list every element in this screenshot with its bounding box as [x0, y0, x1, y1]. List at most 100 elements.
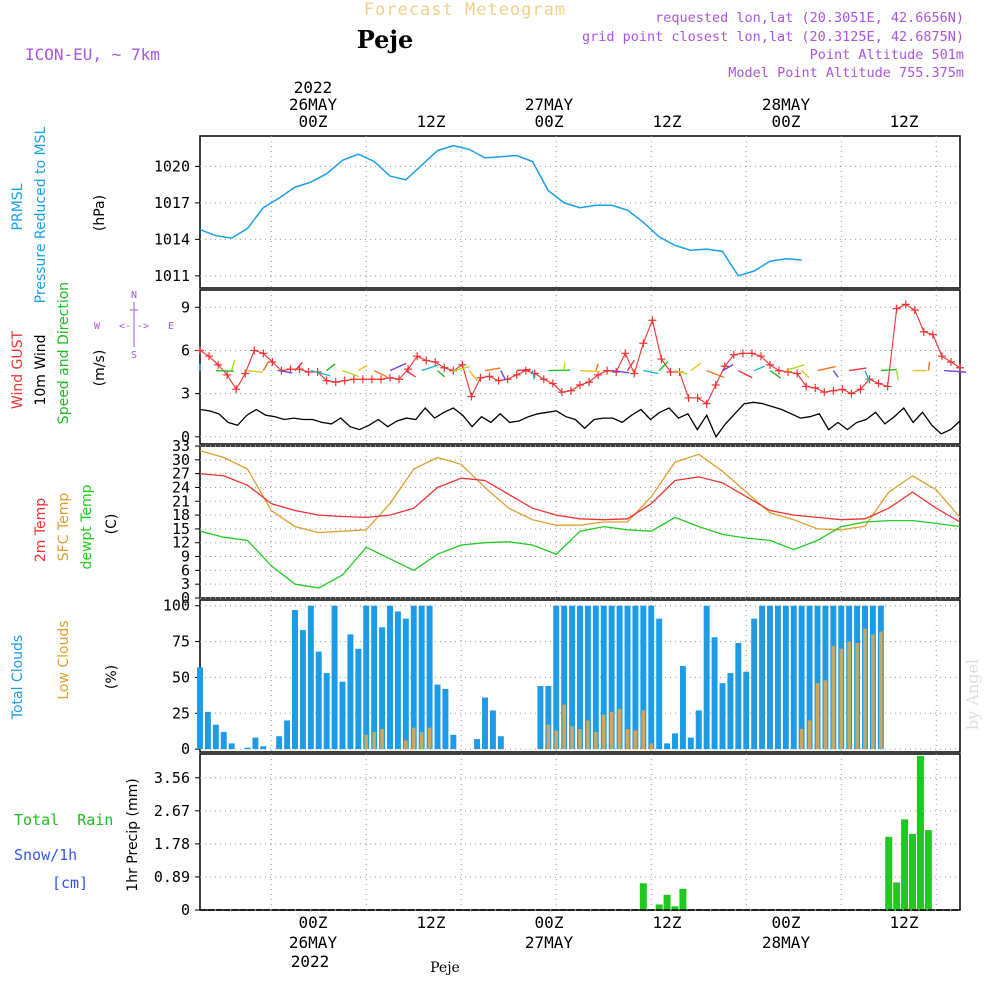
total-cloud-bar: [806, 605, 813, 750]
y-tick-label: 100: [163, 597, 190, 615]
low-cloud-bar: [404, 740, 408, 750]
gust-marker: [259, 349, 268, 358]
total-cloud-bar: [735, 643, 742, 750]
y-tick-label: 3.56: [154, 769, 190, 787]
bottom-year: 2022: [291, 952, 330, 971]
wind-direction-arrow: [785, 364, 805, 372]
y-tick-label: 24: [172, 478, 190, 496]
gust-marker: [358, 375, 367, 384]
y-tick-label: 75: [172, 633, 190, 651]
total-cloud-bar: [244, 747, 251, 750]
total-cloud-bar: [394, 611, 401, 750]
y-tick-label: 33: [172, 437, 190, 455]
dewpoint-line: [199, 516, 961, 589]
pressure-line: [199, 144, 802, 277]
y-tick-label: 0.89: [154, 868, 190, 886]
gust-marker: [548, 379, 557, 388]
sfc-temp-label: SFC Temp: [56, 493, 72, 562]
gust-marker: [322, 376, 331, 385]
panel-frame-1: [199, 135, 961, 289]
gust-marker: [956, 363, 964, 372]
gust-label: Wind GUST: [10, 330, 26, 409]
y-tick-label: 25: [172, 704, 190, 722]
wind-direction-arrow: [516, 368, 531, 372]
pressure-label-2: Pressure Reduced to MSL: [33, 126, 49, 303]
temp2m-label: 2m Temp: [33, 498, 49, 562]
bottom-tick-6: 12Z: [890, 913, 919, 932]
gust-marker: [865, 375, 874, 384]
gust-marker: [874, 379, 883, 388]
y-tick-label: 1020: [154, 157, 190, 175]
total-cloud-bar: [687, 737, 694, 750]
total-cloud-bar: [307, 605, 314, 750]
wind-direction-arrow: [927, 361, 931, 371]
gust-marker: [639, 339, 648, 348]
wind-direction-arrow: [579, 369, 600, 373]
gust-marker: [431, 357, 440, 366]
wind-direction-arrow: [405, 370, 417, 378]
wind-direction-arrow: [895, 370, 899, 381]
total-cloud-bar: [442, 688, 449, 750]
gust-marker: [566, 386, 575, 395]
total-cloud-bar: [339, 681, 346, 750]
gust-marker: [802, 382, 811, 391]
wind-direction-arrow: [294, 361, 303, 372]
total-cloud-bar: [774, 605, 781, 750]
gust-marker: [793, 369, 802, 378]
y-tick-label: 9: [181, 298, 190, 316]
low-cloud-bar: [380, 729, 384, 750]
y-tick-label: 0: [181, 901, 190, 919]
wind-direction-arrow: [753, 365, 766, 372]
y-tick-label: 18: [172, 506, 190, 524]
total-cloud-bar: [355, 648, 362, 750]
wind-direction-arrow: [706, 369, 725, 379]
rain-bar: [655, 904, 663, 910]
gust-marker: [838, 385, 847, 394]
grid-point: grid point closest lon,lat (20.3125E, 42…: [582, 29, 964, 45]
low-cloud-bar: [570, 726, 574, 750]
wind-speed-line: [199, 401, 961, 439]
wind-direction-arrow: [468, 370, 478, 382]
total-cloud-bar: [759, 605, 766, 750]
gust-marker: [576, 380, 584, 389]
y-tick-label: 3: [181, 575, 190, 593]
wind-direction-arrow: [658, 361, 669, 372]
low-cloud-bar: [554, 730, 559, 750]
gust-marker: [376, 375, 385, 384]
low-cloud-bar: [799, 729, 804, 750]
total-cloud-bar: [553, 605, 560, 750]
total-cloud-bar: [426, 605, 433, 750]
total-cloud-bar: [228, 743, 235, 750]
gust-marker: [458, 360, 467, 369]
bottom-day-3: 28MAY: [762, 933, 811, 952]
wind-direction-arrow: [690, 362, 702, 372]
total-cloud-bar: [363, 605, 370, 750]
low-cloud-bar: [649, 743, 654, 750]
wind-direction-arrow: [326, 363, 336, 372]
total-cloud-bar: [569, 605, 576, 750]
gust-marker: [729, 350, 738, 359]
total-cloud-bar: [798, 605, 805, 750]
gust-marker: [476, 373, 485, 382]
wind-direction-arrow: [215, 369, 234, 372]
low-cloud-bar: [633, 730, 638, 750]
rain-bar: [663, 894, 671, 910]
gust-marker: [666, 368, 675, 377]
total-cloud-bar: [656, 618, 663, 750]
pressure-label-1: PRMSL: [10, 183, 26, 230]
wind-direction-arrow: [944, 369, 967, 373]
total-cloud-bar: [276, 736, 283, 750]
gust-marker: [530, 369, 539, 378]
wind-direction-arrow: [817, 365, 836, 372]
low-clouds-label: Low Clouds: [56, 620, 72, 699]
total-cloud-bar: [379, 627, 386, 750]
rain-bar: [885, 836, 893, 910]
top-tick-1: 00Z: [299, 112, 328, 131]
gust-marker: [630, 369, 639, 378]
y-tick-label: 12: [172, 534, 190, 552]
rain-label: Total Rain: [14, 811, 113, 829]
compass-s: S: [131, 350, 137, 361]
y-tick-label: 1.78: [154, 835, 190, 853]
y-tick-label: 1014: [154, 230, 190, 248]
total-clouds-label: Total Clouds: [10, 635, 26, 720]
